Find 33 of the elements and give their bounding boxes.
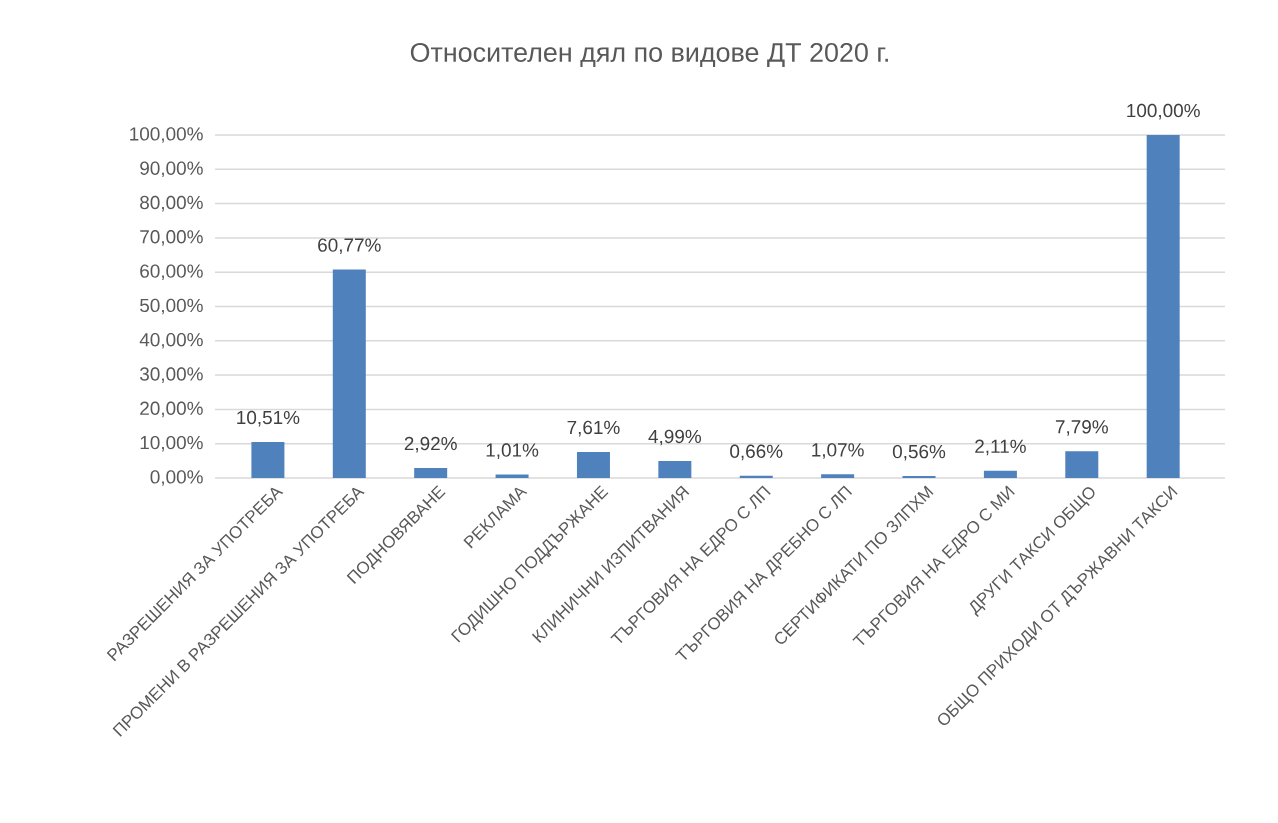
- y-tick-label: 100,00%: [130, 127, 203, 143]
- y-tick-label: 40,00%: [139, 332, 203, 349]
- y-tick-label: 50,00%: [140, 298, 203, 315]
- bar: [658, 460, 692, 478]
- data-label: 1,07%: [812, 443, 864, 459]
- bar: [1065, 451, 1099, 478]
- data-label: 100,00%: [1127, 103, 1200, 120]
- y-tick-label: 90,00%: [140, 161, 203, 178]
- y-tick-label: 30,00%: [140, 367, 203, 383]
- data-label: 4,99%: [648, 429, 701, 446]
- data-label: 0,56%: [892, 444, 946, 461]
- y-tick-label: 20,00%: [140, 401, 203, 418]
- data-label: 7,61%: [567, 420, 620, 437]
- data-label: 2,92%: [404, 436, 457, 453]
- data-label: 2,11%: [975, 439, 1026, 456]
- bar: [821, 474, 855, 478]
- data-label: 60,77%: [318, 238, 381, 255]
- bar: [414, 467, 448, 478]
- y-tick-label: 80,00%: [140, 195, 203, 212]
- bar: [1146, 135, 1180, 478]
- data-label: 1,01%: [486, 443, 539, 460]
- data-label: 10,51%: [237, 410, 300, 427]
- chart-title: Относителен дял по видове ДТ 2020 г.: [410, 42, 888, 68]
- y-tick-label: 60,00%: [140, 264, 203, 281]
- y-tick-label: 0,00%: [150, 470, 203, 486]
- bar: [332, 269, 366, 478]
- y-tick-label: 70,00%: [140, 230, 203, 246]
- bar: [576, 451, 610, 478]
- y-tick-label: 10,00%: [140, 435, 203, 452]
- data-label: 7,79%: [1055, 420, 1108, 436]
- data-label: 0,66%: [730, 444, 783, 461]
- bar: [983, 470, 1017, 478]
- bar: [251, 441, 285, 478]
